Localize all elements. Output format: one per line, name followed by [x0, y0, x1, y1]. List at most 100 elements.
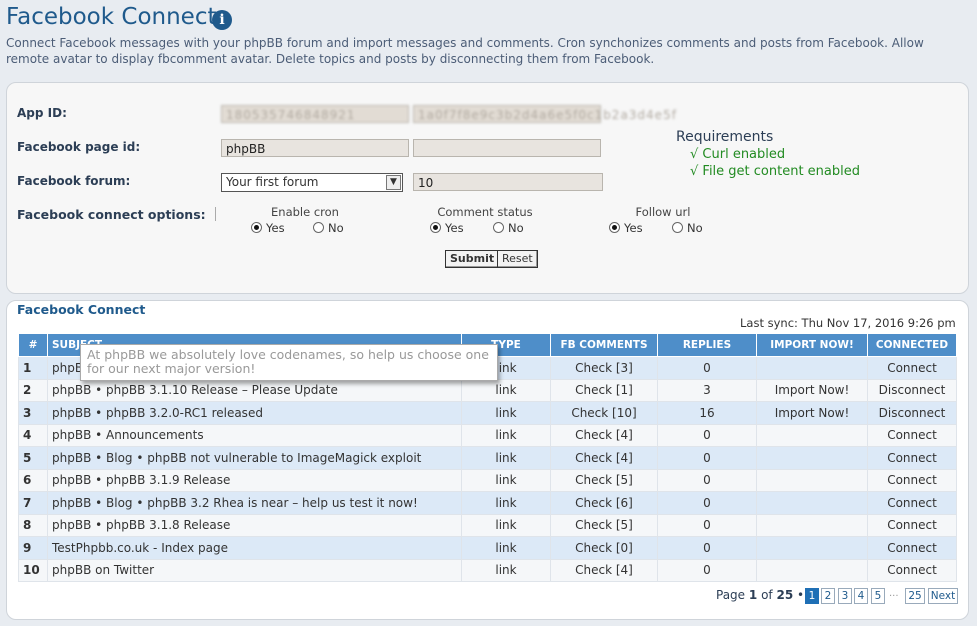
page-id-extra-field[interactable] — [413, 139, 601, 157]
row-number: 3 — [18, 401, 48, 425]
row-import-now[interactable]: Import Now! — [756, 401, 868, 425]
column-header: CONNECTED — [867, 333, 957, 357]
row-check-comments[interactable]: Check [4] — [550, 558, 658, 582]
row-connect-status[interactable]: Connect — [867, 468, 957, 492]
row-connect-status[interactable]: Connect — [867, 423, 957, 447]
row-subject[interactable]: TestPhpbb.co.uk - Index page — [47, 536, 462, 560]
row-connect-status[interactable]: Connect — [867, 513, 957, 537]
forum-count-field[interactable]: 10 — [413, 173, 603, 191]
info-icon[interactable]: i — [212, 10, 232, 30]
row-subject[interactable]: phpBB on Twitter — [47, 558, 462, 582]
page-link-3[interactable]: 3 — [838, 588, 852, 604]
chevron-down-icon[interactable]: ▼ — [386, 175, 401, 190]
next-page-link[interactable]: Next — [928, 588, 958, 604]
row-import-now[interactable] — [756, 558, 868, 582]
app-id-field[interactable]: 180535746848921 — [221, 105, 409, 123]
row-import-now[interactable] — [756, 446, 868, 470]
row-type-link[interactable]: link — [461, 536, 551, 560]
row-check-comments[interactable]: Check [5] — [550, 513, 658, 537]
radio-selected-icon[interactable] — [251, 222, 262, 233]
row-subject[interactable]: phpBB • phpBB 3.1.10 Release – Please Up… — [47, 378, 462, 402]
row-connect-status[interactable]: Connect — [867, 558, 957, 582]
pagination-current: 1 — [748, 588, 758, 602]
row-type-link[interactable]: link — [461, 491, 551, 515]
page-link-1[interactable]: 1 — [805, 588, 819, 604]
row-import-now[interactable] — [756, 423, 868, 447]
table-row: 7 phpBB • Blog • phpBB 3.2 Rhea is near –… — [18, 491, 957, 515]
row-check-comments[interactable]: Check [1] — [550, 378, 658, 402]
row-replies: 3 — [657, 378, 757, 402]
table-row: 5 phpBB • Blog • phpBB not vulnerable to … — [18, 446, 957, 470]
row-import-now[interactable] — [756, 468, 868, 492]
row-type-link[interactable]: link — [461, 446, 551, 470]
row-import-now[interactable] — [756, 491, 868, 515]
enable-cron-yes[interactable]: Yes — [251, 221, 285, 235]
row-import-now[interactable] — [756, 536, 868, 560]
row-type-link[interactable]: link — [461, 513, 551, 537]
row-type-link[interactable]: link — [461, 401, 551, 425]
row-check-comments[interactable]: Check [4] — [550, 423, 658, 447]
page-title: Facebook Connect — [6, 4, 217, 30]
submit-button[interactable]: Submit — [445, 250, 500, 268]
row-check-comments[interactable]: Check [3] — [550, 356, 658, 380]
row-subject[interactable]: phpBB • Blog • phpBB 3.2 Rhea is near – … — [47, 491, 462, 515]
row-check-comments[interactable]: Check [6] — [550, 491, 658, 515]
radio-selected-icon[interactable] — [609, 222, 620, 233]
row-check-comments[interactable]: Check [0] — [550, 536, 658, 560]
requirements-title: Requirements — [676, 129, 774, 145]
row-number: 1 — [18, 356, 48, 380]
row-number: 6 — [18, 468, 48, 492]
enable-cron-no[interactable]: No — [313, 221, 344, 235]
row-import-now[interactable]: Import Now! — [756, 378, 868, 402]
table-row: 3 phpBB • phpBB 3.2.0-RC1 released link Che… — [18, 401, 957, 425]
table-row: 9 TestPhpbb.co.uk - Index page link Check [… — [18, 536, 957, 560]
pagination-of: of — [761, 588, 773, 602]
forum-select[interactable]: Your first forum ▼ — [221, 173, 403, 192]
row-connect-status[interactable]: Connect — [867, 446, 957, 470]
row-check-comments[interactable]: Check [10] — [550, 401, 658, 425]
row-replies: 0 — [657, 491, 757, 515]
row-number: 2 — [18, 378, 48, 402]
row-subject[interactable]: phpBB • Announcements — [47, 423, 462, 447]
page-link-2[interactable]: 2 — [821, 588, 835, 604]
row-subject[interactable]: phpBB • phpBB 3.2.0-RC1 released — [47, 401, 462, 425]
reset-button[interactable]: Reset — [497, 250, 538, 268]
row-connect-status[interactable]: Connect — [867, 356, 957, 380]
follow-url-no[interactable]: No — [672, 221, 703, 235]
row-subject[interactable]: phpBB • Blog • phpBB not vulnerable to I… — [47, 446, 462, 470]
posts-table: # SUBJECT TYPE FB COMMENTS REPLIES IMPOR… — [18, 333, 957, 582]
page-link-4[interactable]: 4 — [854, 588, 868, 604]
row-check-comments[interactable]: Check [4] — [550, 446, 658, 470]
row-replies: 16 — [657, 401, 757, 425]
row-replies: 0 — [657, 423, 757, 447]
page-link-last[interactable]: 25 — [905, 588, 925, 604]
page-id-label: Facebook page id: — [17, 140, 141, 154]
row-import-now[interactable] — [756, 513, 868, 537]
radio-icon[interactable] — [672, 222, 683, 233]
row-connect-status[interactable]: Connect — [867, 536, 957, 560]
row-connect-status[interactable]: Disconnect — [867, 401, 957, 425]
app-id-label: App ID: — [17, 106, 67, 120]
follow-url-yes[interactable]: Yes — [609, 221, 643, 235]
row-check-comments[interactable]: Check [5] — [550, 468, 658, 492]
page-id-field[interactable]: phpBB — [221, 139, 409, 157]
row-number: 4 — [18, 423, 48, 447]
row-type-link[interactable]: link — [461, 468, 551, 492]
row-type-link[interactable]: link — [461, 378, 551, 402]
page-link-5[interactable]: 5 — [871, 588, 885, 604]
row-connect-status[interactable]: Disconnect — [867, 378, 957, 402]
row-subject[interactable]: phpBB • phpBB 3.1.9 Release — [47, 468, 462, 492]
app-secret-field[interactable]: 1a0f7f8e9c3b2d4a6e5f0c1b2a3d4e5f — [413, 105, 676, 123]
row-import-now[interactable] — [756, 356, 868, 380]
row-connect-status[interactable]: Connect — [867, 491, 957, 515]
radio-icon[interactable] — [493, 222, 504, 233]
row-subject[interactable]: phpBB • phpBB 3.1.8 Release — [47, 513, 462, 537]
comment-status-no[interactable]: No — [493, 221, 524, 235]
row-replies: 0 — [657, 558, 757, 582]
row-type-link[interactable]: link — [461, 423, 551, 447]
pagination-prefix: Page — [716, 588, 746, 602]
radio-icon[interactable] — [313, 222, 324, 233]
row-type-link[interactable]: link — [461, 558, 551, 582]
comment-status-yes[interactable]: Yes — [430, 221, 464, 235]
radio-selected-icon[interactable] — [430, 222, 441, 233]
